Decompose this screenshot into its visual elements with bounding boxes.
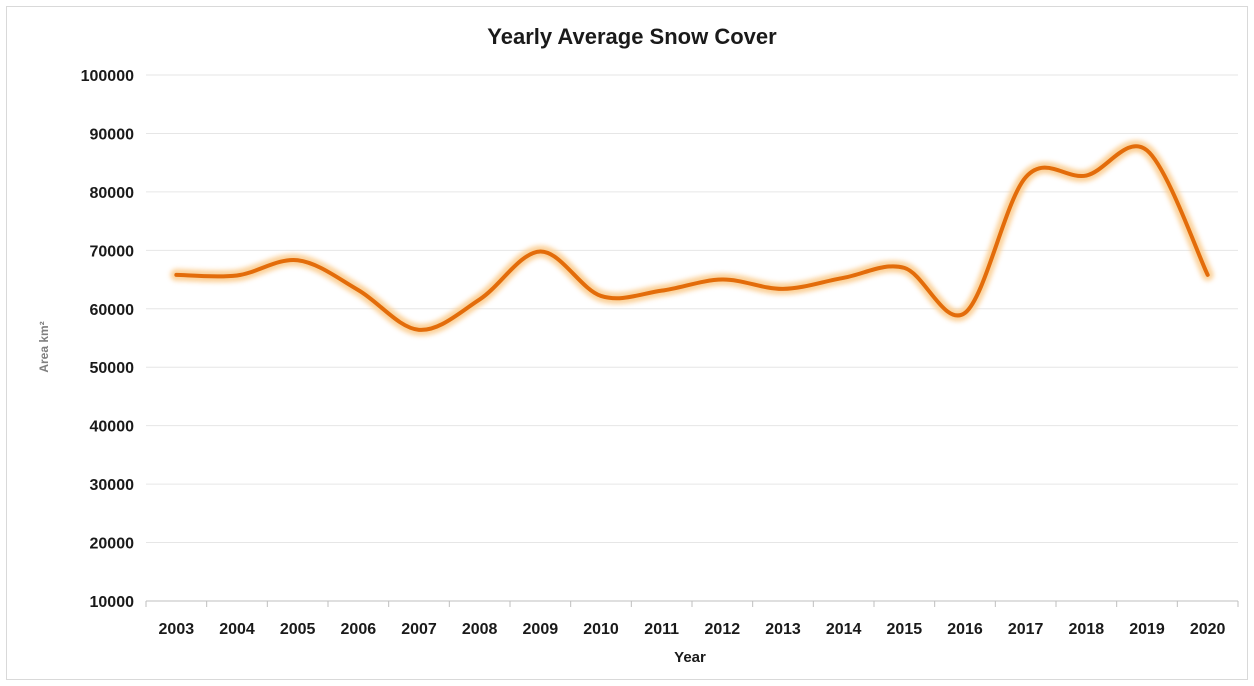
x-tick-label: 2007 (401, 621, 437, 638)
x-tick-label: 2006 (341, 621, 377, 638)
x-axis (146, 601, 1238, 607)
x-tick-label: 2015 (887, 621, 923, 638)
x-tick-label: 2010 (583, 621, 619, 638)
y-tick-label: 20000 (90, 536, 135, 553)
x-axis-tick-labels: 2003 2004 2005 2006 2007 2008 2009 2010 2011 2012… (159, 621, 1226, 638)
x-tick-label: 2005 (280, 621, 316, 638)
chart-title: Yearly Average Snow Cover (487, 24, 777, 49)
x-tick-label: 2008 (462, 621, 498, 638)
x-axis-title: Year (674, 649, 706, 666)
chart-frame: Yearly Average Snow Cover 10000 20000 3000… (6, 6, 1248, 680)
x-tick-label: 2003 (159, 621, 195, 638)
x-tick-label: 2020 (1190, 621, 1226, 638)
x-tick-label: 2011 (644, 621, 679, 638)
y-tick-label: 70000 (90, 243, 135, 260)
x-tick-label: 2018 (1069, 621, 1105, 638)
y-tick-label: 40000 (90, 419, 135, 436)
y-tick-label: 50000 (90, 360, 135, 377)
y-axis: 10000 20000 30000 40000 50000 60000 70000 80000… (81, 68, 134, 611)
x-tick-label: 2013 (765, 621, 801, 638)
y-tick-label: 90000 (90, 126, 135, 143)
x-tick-label: 2017 (1008, 621, 1044, 638)
line-chart: Yearly Average Snow Cover 10000 20000 3000… (7, 7, 1249, 681)
x-tick-label: 2014 (826, 621, 862, 638)
y-tick-label: 10000 (90, 594, 135, 611)
y-tick-label: 100000 (81, 68, 134, 85)
x-tick-label: 2019 (1129, 621, 1165, 638)
y-tick-label: 30000 (90, 477, 135, 494)
x-tick-label: 2016 (947, 621, 983, 638)
x-tick-label: 2004 (219, 621, 255, 638)
y-tick-label: 60000 (90, 302, 135, 319)
x-tick-label: 2012 (705, 621, 741, 638)
y-axis-title: Area km² (37, 321, 51, 372)
series-layer (174, 146, 1209, 332)
gridlines (146, 75, 1238, 543)
y-tick-label: 80000 (90, 185, 135, 202)
series-line-glow (176, 146, 1207, 330)
x-tick-label: 2009 (523, 621, 559, 638)
